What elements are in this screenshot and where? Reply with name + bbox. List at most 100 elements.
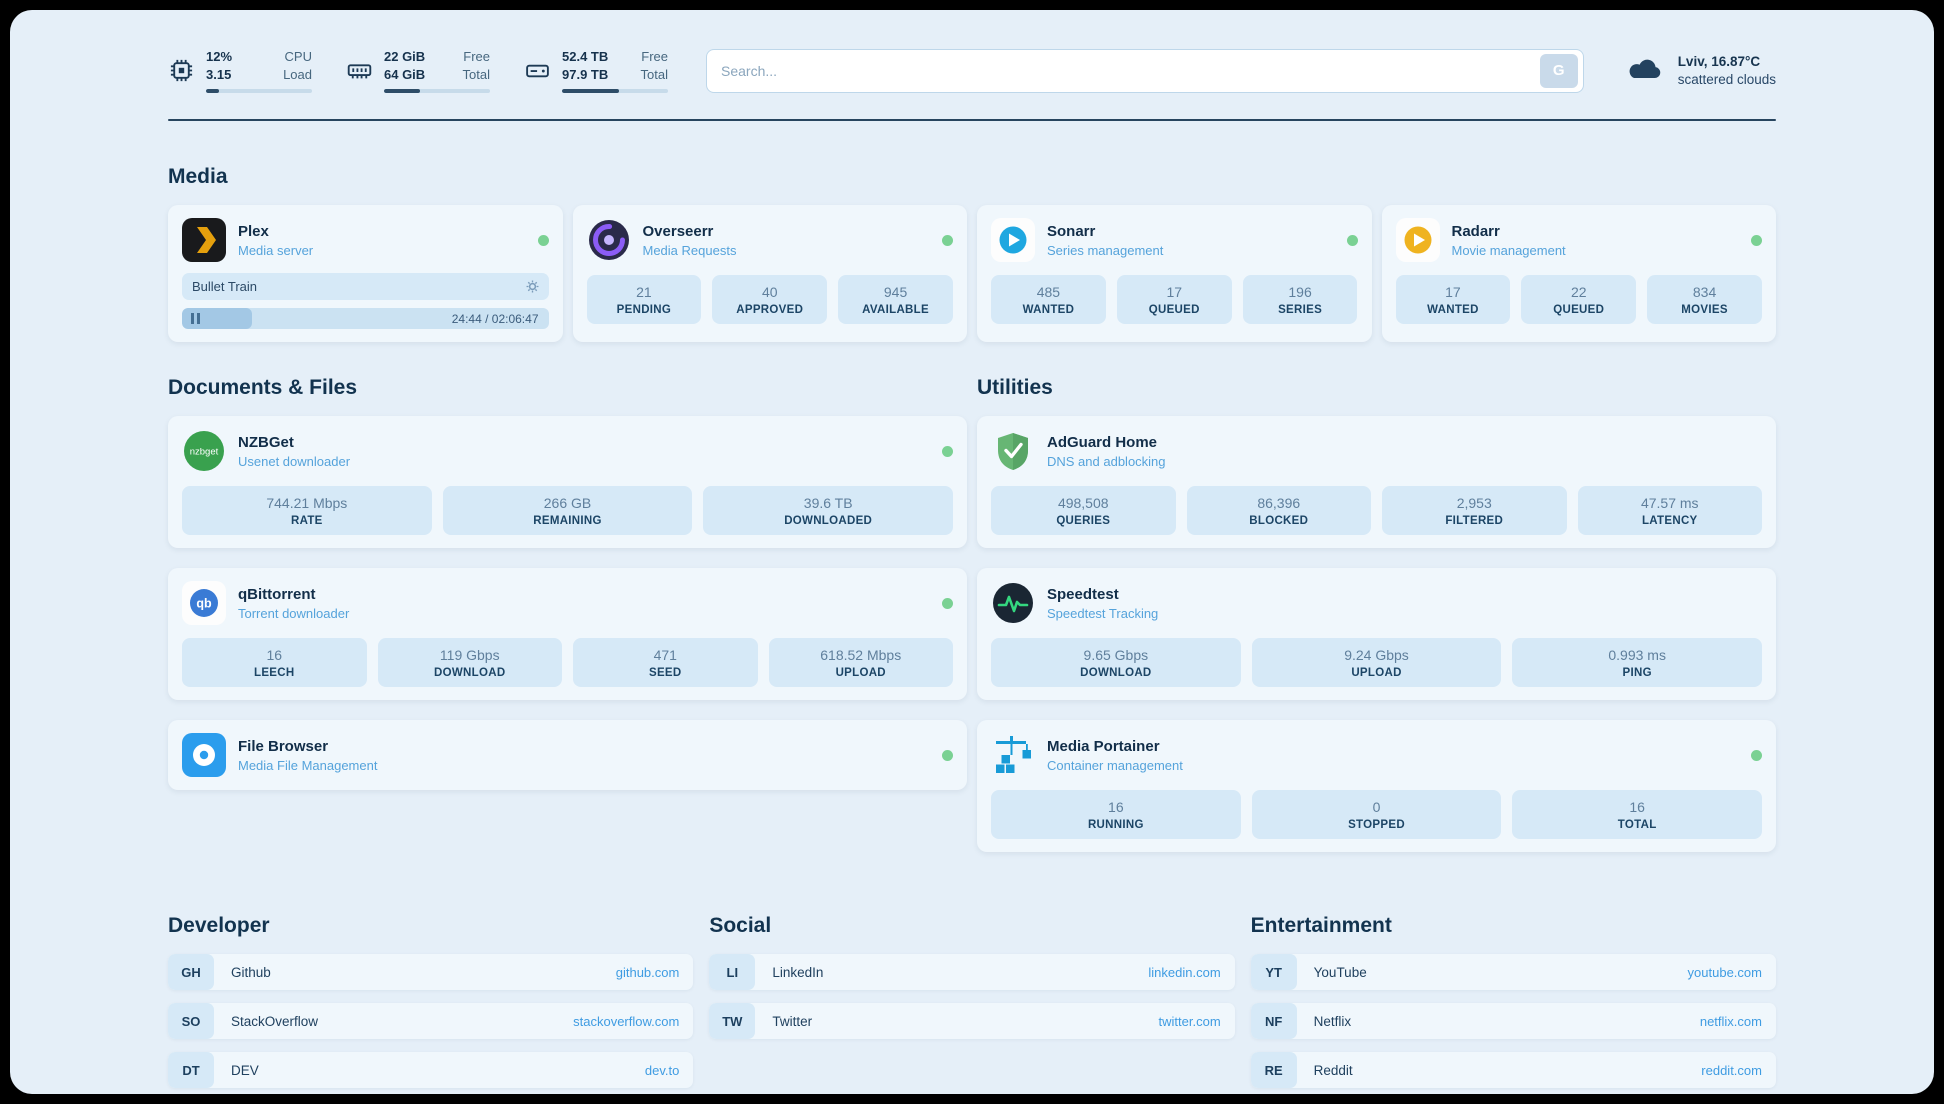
filebrowser-card[interactable]: File Browser Media File Management: [168, 720, 967, 791]
adguard-header: AdGuard Home DNS and adblocking: [991, 429, 1762, 473]
status-dot: [942, 749, 953, 761]
stat-value: 485: [1036, 284, 1061, 301]
disk-readout: 52.4 TB Free 97.9 TB Total: [562, 48, 668, 94]
sonarr-stats: 485 WANTED 17 QUEUED 196 SERIES: [991, 275, 1358, 325]
adguard-card[interactable]: AdGuard Home DNS and adblocking 498,508 …: [977, 416, 1776, 549]
stat-label: SEED: [648, 667, 682, 680]
portainer-stats: 16 RUNNING 0 STOPPED 16 TOTAL: [991, 790, 1763, 840]
stat-value: 119 Gbps: [439, 647, 500, 664]
developer-list: GH Github github.com SO StackOverflow st…: [168, 954, 694, 1089]
bookmark-url: netflix.com: [1699, 1013, 1762, 1029]
cpu-value: 12%: [206, 49, 233, 64]
dashboard: 12% CPU 3.15 Load: [10, 10, 1934, 1094]
app-name: Plex: [238, 222, 269, 240]
stat-value: 17: [1166, 284, 1183, 301]
bookmark-dev[interactable]: DT DEV dev.to: [168, 1052, 694, 1089]
stat-running: 16 RUNNING: [991, 790, 1241, 840]
stat-label: BLOCKED: [1249, 515, 1309, 528]
bookmark-reddit[interactable]: RE Reddit reddit.com: [1250, 1052, 1776, 1089]
stat-label: QUEUED: [1553, 304, 1605, 317]
status-dot: [1751, 234, 1762, 246]
app-subtitle: Speedtest Tracking: [1047, 605, 1159, 621]
stat-filtered: 2,953 FILTERED: [1382, 486, 1567, 536]
stat-value: 834: [1692, 284, 1717, 301]
sonarr-titles: Sonarr Series management: [1047, 223, 1163, 258]
app-name: Radarr: [1451, 222, 1500, 240]
bookmark-name: YouTube: [1313, 964, 1367, 980]
stat-value: 0.993 ms: [1608, 647, 1666, 664]
bookmark-linkedin[interactable]: LI LinkedIn linkedin.com: [709, 954, 1235, 991]
stat-label: LEECH: [254, 667, 295, 680]
cpu-icon: [168, 57, 195, 84]
stat-value: 39.6 TB: [803, 495, 853, 512]
adguard-icon: [991, 429, 1035, 473]
stat-leech: 16 LEECH: [182, 638, 367, 688]
app-name: Speedtest: [1047, 585, 1119, 603]
search-button[interactable]: G: [1539, 53, 1578, 88]
entertainment-list: YT YouTube youtube.com NF Netflix netfli…: [1250, 954, 1776, 1089]
speedtest-card[interactable]: Speedtest Speedtest Tracking 9.65 Gbps D…: [977, 568, 1776, 701]
status-dot: [1346, 234, 1358, 246]
app-name: NZBGet: [238, 433, 294, 451]
documents-column: Documents & Files nzbget NZBGet Usenet d…: [168, 376, 967, 791]
entertainment-column: Entertainment YT YouTube youtube.com NF …: [1250, 914, 1776, 1089]
filebrowser-icon: [182, 733, 226, 778]
section-title-entertainment: Entertainment: [1250, 914, 1392, 938]
cpu-label: CPU: [284, 49, 312, 64]
app-subtitle: Movie management: [1451, 242, 1566, 258]
disk-free-label: Free: [641, 49, 668, 64]
section-title-developer: Developer: [168, 914, 270, 938]
qbittorrent-card[interactable]: qb qBittorrent Torrent downloader 16 LEE…: [168, 568, 967, 701]
svg-text:nzbget: nzbget: [190, 447, 219, 458]
disk-progressbar: [562, 89, 668, 94]
stat-value: 40: [761, 284, 778, 301]
media-grid: Plex Media server Bullet Train: [168, 205, 1776, 343]
stat-rate: 744.21 Mbps RATE: [182, 486, 432, 536]
bookmark-stackoverflow[interactable]: SO StackOverflow stackoverflow.com: [168, 1003, 694, 1040]
adguard-titles: AdGuard Home DNS and adblocking: [1047, 434, 1166, 469]
now-playing-row: Bullet Train: [182, 273, 549, 301]
plex-titles: Plex Media server: [238, 223, 313, 258]
gear-icon[interactable]: [524, 278, 541, 295]
bookmark-abbr: TW: [709, 1003, 756, 1040]
two-column-zone: Documents & Files nzbget NZBGet Usenet d…: [168, 376, 1776, 853]
bookmark-netflix[interactable]: NF Netflix netflix.com: [1250, 1003, 1776, 1040]
bookmark-github[interactable]: GH Github github.com: [168, 954, 694, 991]
stat-value: 618.52 Mbps: [820, 647, 902, 664]
nzbget-card[interactable]: nzbget NZBGet Usenet downloader 744.21 M…: [168, 416, 967, 549]
plex-icon: [182, 218, 226, 263]
app-subtitle: Torrent downloader: [238, 605, 350, 621]
portainer-card[interactable]: Media Portainer Container management 16 …: [977, 720, 1776, 853]
app-name: Media Portainer: [1047, 737, 1160, 755]
stat-label: RUNNING: [1087, 819, 1144, 832]
bookmark-abbr: YT: [1250, 954, 1297, 991]
weather-condition: scattered clouds: [1677, 72, 1776, 88]
stat-ping: 0.993 ms PING: [1512, 638, 1763, 688]
app-subtitle: DNS and adblocking: [1047, 453, 1166, 469]
plex-card[interactable]: Plex Media server Bullet Train: [168, 205, 563, 343]
stat-upload: 618.52 Mbps UPLOAD: [768, 638, 953, 688]
sonarr-card[interactable]: Sonarr Series management 485 WANTED 17 Q…: [977, 205, 1372, 343]
search-input[interactable]: [721, 62, 1540, 79]
stat-upload: 9.24 Gbps UPLOAD: [1251, 638, 1502, 688]
overseerr-card[interactable]: Overseerr Media Requests 21 PENDING 40 A…: [572, 205, 967, 343]
stat-label: DOWNLOADED: [784, 515, 873, 528]
cpu-widget: 12% CPU 3.15 Load: [168, 48, 312, 94]
stat-label: QUEUED: [1148, 304, 1200, 317]
radarr-card[interactable]: Radarr Movie management 17 WANTED 22 QUE…: [1381, 205, 1776, 343]
adguard-stats: 498,508 QUERIES 86,396 BLOCKED 2,953 FIL…: [991, 486, 1762, 536]
bookmark-name: Github: [231, 964, 271, 980]
ram-widget: 22 GiB Free 64 GiB Total: [346, 48, 490, 94]
header-divider: [168, 119, 1776, 122]
nzbget-titles: NZBGet Usenet downloader: [238, 434, 350, 469]
stat-label: MOVIES: [1681, 304, 1728, 317]
stat-value: 266 GB: [543, 495, 592, 512]
app-name: Overseerr: [642, 222, 714, 240]
portainer-icon: [991, 733, 1035, 777]
bookmark-url: dev.to: [644, 1062, 680, 1078]
bookmark-url: reddit.com: [1701, 1062, 1762, 1078]
bookmark-youtube[interactable]: YT YouTube youtube.com: [1250, 954, 1776, 991]
bookmark-twitter[interactable]: TW Twitter twitter.com: [709, 1003, 1235, 1040]
stat-available: 945 AVAILABLE: [838, 275, 953, 325]
stat-queued: 22 QUEUED: [1521, 275, 1637, 325]
